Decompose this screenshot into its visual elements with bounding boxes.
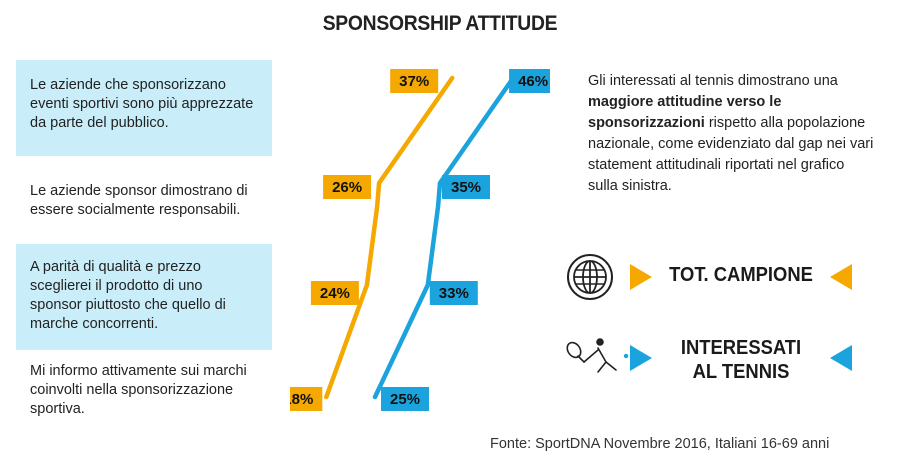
data-label-box-total-4 [290, 387, 323, 411]
data-label-box-tennis-4 [381, 387, 429, 411]
data-label-box-total-1 [390, 69, 439, 93]
data-label-box-tennis-3 [429, 281, 478, 305]
sponsorship-line-chart: 37% 26% 24% 18% 46% 35% 33% 25% [290, 69, 550, 411]
legend-tennis-arrow-left [830, 345, 852, 371]
data-label-total-2: 26% [332, 179, 362, 196]
source-note: Fonte: SportDNA Novembre 2016, Italiani … [490, 436, 830, 452]
series-line-tennis [372, 75, 516, 400]
legend-tennis-label-line2: AL TENNIS [692, 361, 790, 383]
data-label-tennis-2: 35% [451, 179, 481, 196]
data-label-box-tennis-1 [509, 69, 550, 93]
series-line-total [324, 75, 455, 400]
description-part2: rispetto alla popolazione nazionale, com… [588, 115, 874, 194]
legend-total-arrow-right [630, 264, 652, 290]
statement-4: Mi informo attivamente sui marchi coinvo… [30, 363, 247, 417]
legend-tennis: INTERESSATI AL TENNIS [560, 328, 860, 388]
legend-total-graphics [567, 254, 852, 300]
legend-tennis-arrow-right [630, 345, 652, 371]
data-label-tennis-4: 25% [390, 391, 420, 408]
statement-1: Le aziende che sponsorizzano eventi spor… [16, 60, 272, 156]
data-label-total-1: 37% [399, 73, 429, 90]
legend-total-label: TOT. CAMPIONE [669, 264, 813, 286]
description-text: Gli interessati al tennis dimostrano una… [588, 71, 878, 197]
legend-tennis-label-line1: INTERESSATI [680, 337, 802, 359]
globe-icon [567, 254, 613, 300]
legend-tennis-graphics [566, 338, 852, 373]
legend-tennis-label: INTERESSATI AL TENNIS [663, 336, 819, 384]
legend-total-arrow-left [830, 264, 852, 290]
statement-3: A parità di qualità e prezzo sceglierei … [16, 244, 272, 350]
data-label-box-total-3 [310, 281, 359, 305]
legend-total: TOT. CAMPIONE [560, 252, 860, 302]
data-label-tennis-3: 33% [439, 285, 469, 302]
tennis-player-icon [566, 338, 629, 373]
description-part1: Gli interessati al tennis dimostrano una [588, 73, 838, 89]
data-label-total-4: 18% [290, 391, 313, 408]
data-label-box-total-2 [323, 175, 372, 199]
data-label-total-3: 24% [320, 285, 350, 302]
data-label-tennis-1: 46% [518, 73, 548, 90]
data-label-box-tennis-2 [442, 175, 490, 199]
chart-title: SPONSORSHIP ATTITUDE [322, 12, 558, 35]
statement-2: Le aziende sponsor dimostrano di essere … [30, 183, 248, 218]
description-bold: maggiore attitudine verso le sponsorizza… [588, 94, 782, 131]
